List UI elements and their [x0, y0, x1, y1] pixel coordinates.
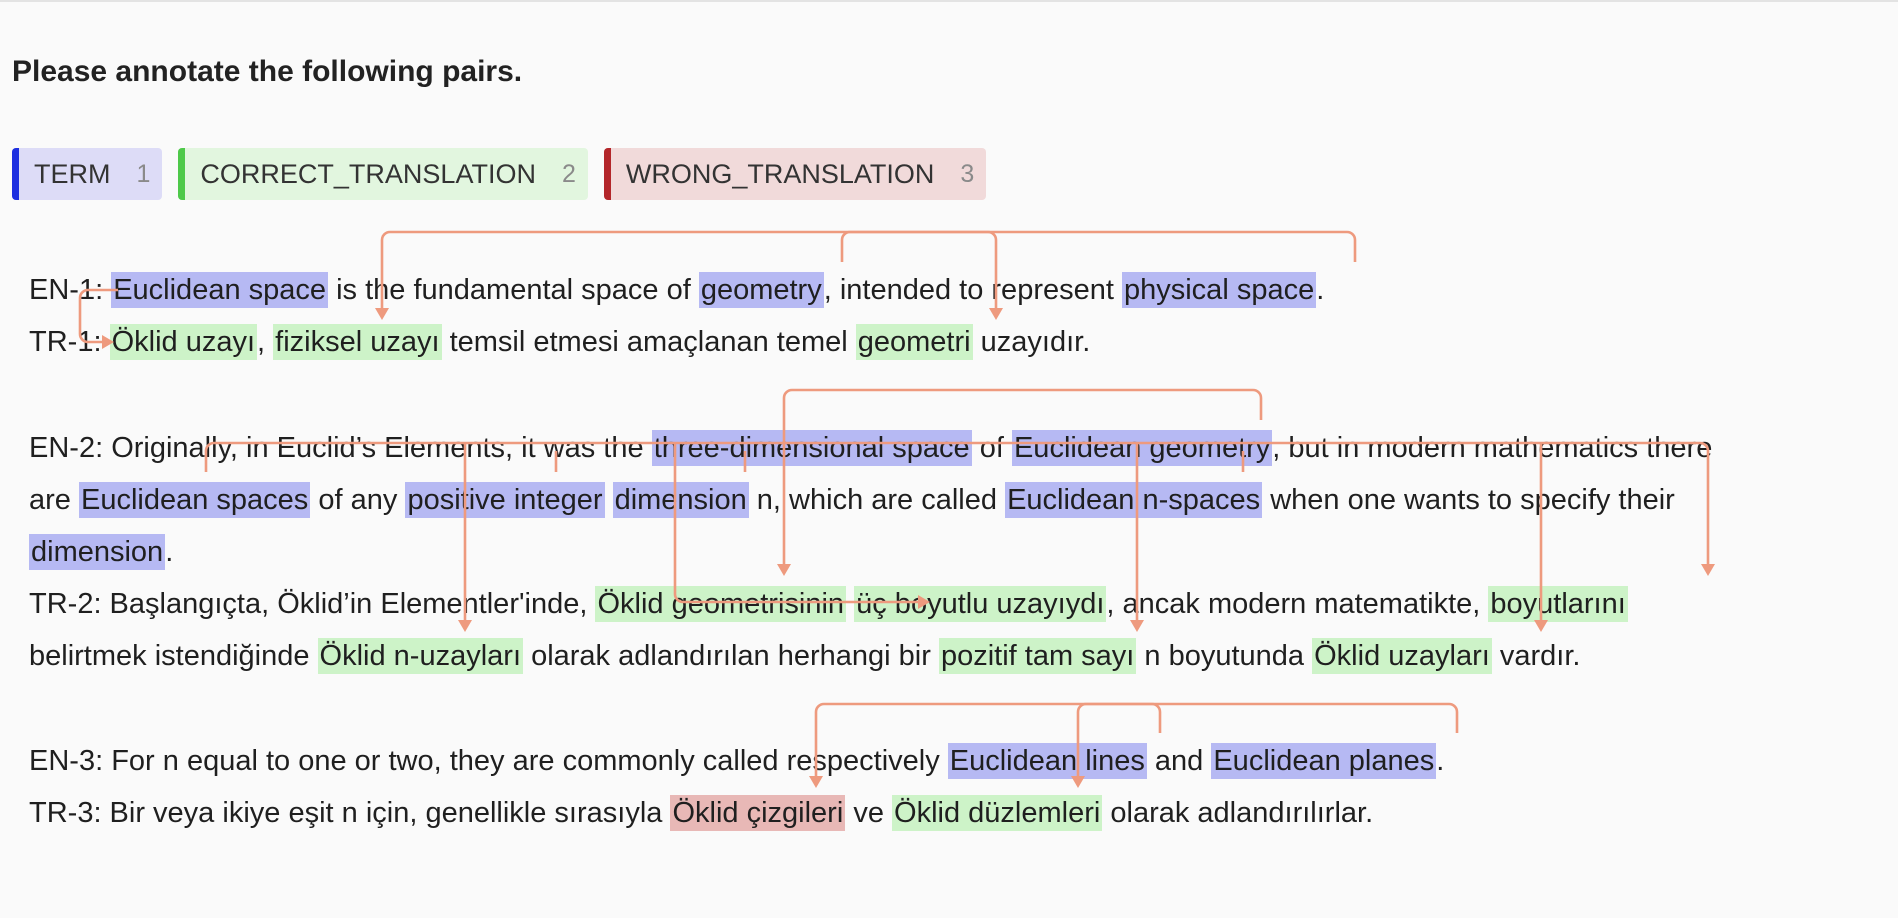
- term-three-dimensional-space[interactable]: three-dimensional space: [651, 430, 972, 466]
- label-wrong-translation-hotkey: 3: [960, 159, 975, 188]
- text-segment: n, which are called: [748, 484, 1006, 516]
- text-segment: Bir veya ikiye eşit n için, genellikle s…: [101, 797, 671, 829]
- text-segment: [102, 326, 110, 358]
- term-euclidean-spaces[interactable]: Euclidean spaces: [78, 482, 311, 518]
- term-euclidean-n-spaces[interactable]: Euclidean n-spaces: [1005, 482, 1263, 518]
- label-term-name: TERM: [34, 158, 111, 189]
- correct-uc-boyutlu-uzayiydi[interactable]: üç boyutlu uzayıydı: [854, 586, 1107, 622]
- label-correct-translation-button[interactable]: CORRECT_TRANSLATION 2: [178, 148, 588, 200]
- tr-2-line-1: TR-2: Başlangıçta, Öklid’in Elementler'i…: [29, 584, 1628, 624]
- label-color-bar: [603, 148, 611, 200]
- term-euclidean-geometry[interactable]: Euclidean geometry: [1011, 430, 1273, 466]
- tr-2-prefix: TR-2:: [29, 588, 102, 620]
- text-segment: .: [1436, 745, 1445, 777]
- correct-oklid-duzlemleri[interactable]: Öklid düzlemleri: [892, 795, 1103, 831]
- text-segment: is the fundamental space of: [328, 274, 699, 306]
- label-term-hotkey: 1: [136, 159, 151, 188]
- tr-3-prefix: TR-3:: [29, 797, 102, 829]
- text-segment: and: [1146, 745, 1212, 777]
- label-term-button[interactable]: TERM 1: [12, 148, 163, 200]
- label-toolbar: TERM 1 CORRECT_TRANSLATION 2 WRONG_TRANS…: [12, 148, 987, 200]
- label-color-bar: [178, 148, 186, 200]
- tr-2-line-2: belirtmek istendiğinde Öklid n-uzayları …: [29, 636, 1580, 676]
- term-euclidean-lines[interactable]: Euclidean lines: [947, 743, 1147, 779]
- text-segment: , but in modern mathematics there: [1272, 432, 1713, 464]
- term-euclidean-planes[interactable]: Euclidean planes: [1211, 743, 1437, 779]
- top-divider: [0, 0, 1898, 2]
- text-segment: [846, 588, 854, 620]
- correct-oklid-uzaylari[interactable]: Öklid uzayları: [1312, 638, 1492, 674]
- text-segment: [605, 484, 613, 516]
- en-2-prefix: EN-2:: [29, 432, 104, 464]
- correct-pozitif-tam-sayi[interactable]: pozitif tam sayı: [938, 638, 1137, 674]
- text-segment: vardır.: [1491, 640, 1581, 672]
- text-segment: Originally, in Euclid’s Elements, it was…: [103, 432, 652, 464]
- text-segment: [103, 274, 111, 306]
- tr-1-line: TR-1: Öklid uzayı, fiziksel uzayı temsil…: [29, 322, 1090, 362]
- label-wrong-translation-name: WRONG_TRANSLATION: [625, 158, 935, 189]
- term-physical-space[interactable]: physical space: [1121, 272, 1317, 308]
- en-1-prefix: EN-1:: [29, 274, 104, 306]
- instruction-heading: Please annotate the following pairs.: [12, 55, 523, 88]
- en-1-line: EN-1: Euclidean space is the fundamental…: [29, 270, 1324, 310]
- text-segment: For n equal to one or two, they are comm…: [103, 745, 948, 777]
- correct-geometri[interactable]: geometri: [855, 324, 973, 360]
- tr-1-prefix: TR-1:: [29, 326, 102, 358]
- label-correct-translation-name: CORRECT_TRANSLATION: [200, 158, 536, 189]
- en-2-line-2: are Euclidean spaces of any positive int…: [29, 480, 1675, 520]
- correct-oklid-n-uzaylari[interactable]: Öklid n-uzayları: [317, 638, 524, 674]
- term-geometry[interactable]: geometry: [698, 272, 824, 308]
- text-segment: n boyutunda: [1136, 640, 1313, 672]
- en-2-line-3: dimension.: [29, 532, 173, 572]
- correct-oklid-uzayi[interactable]: Öklid uzayı: [109, 324, 258, 360]
- text-segment: Başlangıçta, Öklid’in Elementler'inde,: [101, 588, 596, 620]
- en-2-line-1: EN-2: Originally, in Euclid’s Elements, …: [29, 428, 1712, 468]
- en-3-line: EN-3: For n equal to one or two, they ar…: [29, 741, 1444, 781]
- text-segment: uzayıdır.: [972, 326, 1091, 358]
- correct-boyutlarini[interactable]: boyutlarını: [1488, 586, 1628, 622]
- text-segment: when one wants to specify their: [1262, 484, 1675, 516]
- label-correct-translation-hotkey: 2: [561, 159, 576, 188]
- text-segment: olarak adlandırılan herhangi bir: [523, 640, 939, 672]
- term-dimension[interactable]: dimension: [612, 482, 749, 518]
- text-segment: are: [29, 484, 79, 516]
- text-segment: belirtmek istendiğinde: [29, 640, 318, 672]
- text-segment: of: [971, 432, 1012, 464]
- text-segment: ve: [845, 797, 893, 829]
- text-segment: temsil etmesi amaçlanan temel: [441, 326, 856, 358]
- wrong-oklid-cizgileri[interactable]: Öklid çizgileri: [670, 795, 846, 831]
- label-color-bar: [12, 148, 19, 200]
- correct-fiziksel-uzayi[interactable]: fiziksel uzayı: [273, 324, 442, 360]
- correct-oklid-geometrisinin[interactable]: Öklid geometrisinin: [595, 586, 847, 622]
- text-segment: ,: [257, 326, 274, 358]
- text-segment: .: [1316, 274, 1325, 306]
- text-segment: olarak adlandırılırlar.: [1102, 797, 1374, 829]
- en-3-prefix: EN-3:: [29, 745, 104, 777]
- text-segment: , intended to represent: [823, 274, 1122, 306]
- text-segment: of any: [310, 484, 406, 516]
- tr-3-line: TR-3: Bir veya ikiye eşit n için, genell…: [29, 793, 1373, 833]
- label-wrong-translation-button[interactable]: WRONG_TRANSLATION 3: [603, 148, 987, 200]
- term-positive-integer[interactable]: positive integer: [405, 482, 605, 518]
- text-segment: .: [165, 536, 174, 568]
- term-euclidean-space[interactable]: Euclidean space: [111, 272, 329, 308]
- term-dimension-2[interactable]: dimension: [29, 534, 166, 570]
- text-segment: , ancak modern matematikte,: [1106, 588, 1489, 620]
